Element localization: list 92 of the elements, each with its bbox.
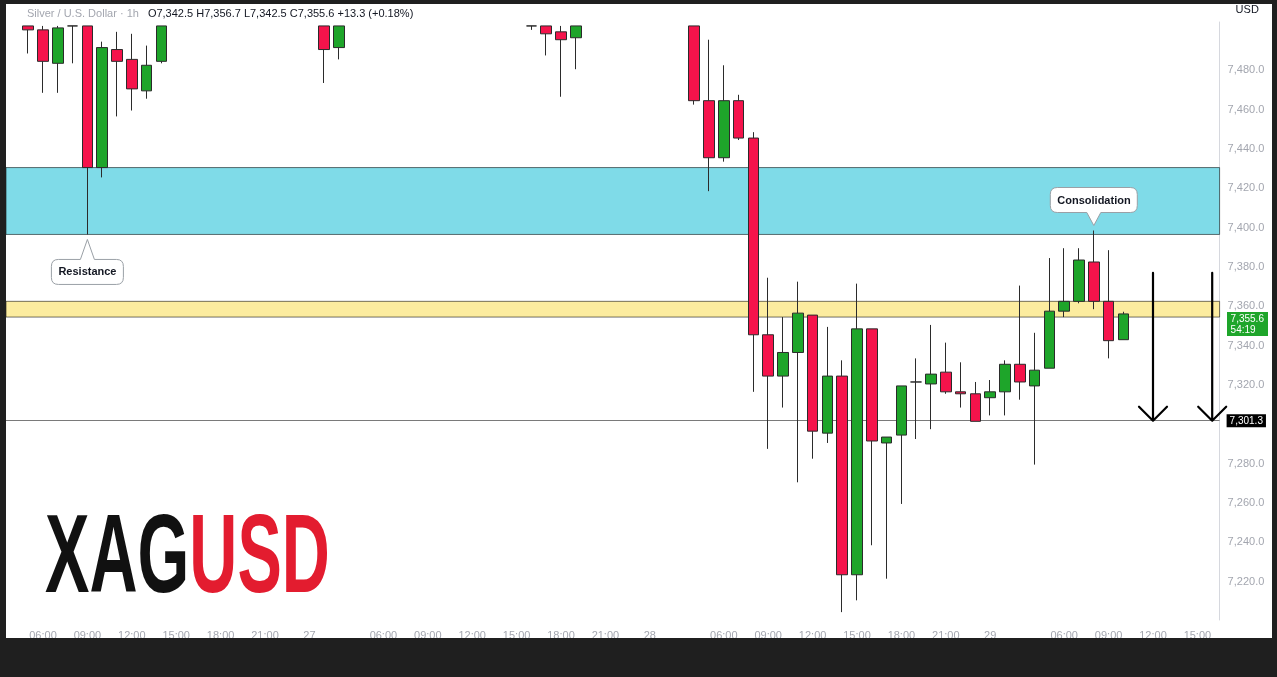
x-tick-label: 18:00 (547, 628, 575, 641)
x-tick-label: 29 (984, 628, 997, 641)
x-tick-label: 12:00 (118, 628, 146, 641)
candlestick (733, 94, 744, 141)
y-tick-label: 7,320.0 (1227, 377, 1265, 390)
candlestick (1088, 230, 1100, 310)
candlestick (1044, 257, 1055, 369)
candlestick (777, 316, 789, 409)
candlestick (82, 25, 93, 235)
candlestick (792, 281, 804, 483)
y-tick-label: 7,400.0 (1227, 220, 1265, 233)
x-tick-label: 06:00 (29, 628, 57, 641)
candlestick (970, 381, 981, 422)
candlestick (940, 342, 952, 395)
y-tick-label: 7,260.0 (1227, 495, 1265, 508)
x-tick-label: 06:00 (1050, 628, 1078, 641)
y-tick-label: 7,280.0 (1227, 456, 1265, 469)
y-tick-label: 7,220.0 (1227, 574, 1265, 587)
x-tick-label: 27 (303, 628, 316, 641)
candlestick (866, 328, 878, 546)
x-tick-label: 09:00 (1094, 628, 1123, 641)
y-tick-label: 7,480.0 (1227, 63, 1265, 76)
candlestick (555, 25, 567, 98)
candlestick (748, 131, 759, 393)
x-tick-label: 09:00 (73, 628, 102, 641)
text: O7,342.5 H7,356.7 L7,342.5 C7,355.6 +13.3 (+0.18%) (147, 7, 414, 20)
x-tick-label: 21:00 (251, 628, 279, 641)
candlestick (1014, 285, 1026, 401)
chart-subtitle: Silver / U.S. Dollar · 1h (27, 7, 139, 20)
candlestick (984, 379, 996, 416)
candlestick (1073, 247, 1085, 304)
text: XAGUSD (45, 492, 330, 616)
candlestick (718, 64, 730, 163)
candlestick (156, 25, 167, 64)
candlestick (22, 25, 34, 54)
candlestick (999, 359, 1011, 416)
candlestick (822, 326, 833, 444)
candlestick (807, 314, 818, 460)
x-tick-label: 18:00 (206, 628, 235, 641)
text: 7,355.6 54:19 (1226, 311, 1268, 336)
y-tick-label: 7,460.0 (1227, 102, 1265, 115)
y-tick-label: 7,420.0 (1227, 181, 1265, 194)
candlestick (896, 385, 907, 505)
candlestick (925, 324, 937, 430)
y-tick-label: 7,340.0 (1227, 338, 1265, 351)
candlestick (955, 361, 966, 409)
candlestick (881, 436, 892, 580)
y-tick-label: 7,240.0 (1227, 535, 1265, 548)
x-tick-label: 21:00 (932, 628, 960, 641)
candlestick (688, 25, 700, 106)
y-tick-label: 7,440.0 (1227, 141, 1265, 154)
candlestick (52, 25, 64, 94)
candlestick (851, 283, 863, 601)
candlestick (333, 25, 345, 60)
x-tick-label: 12:00 (1139, 628, 1167, 641)
x-tick-label: 12:00 (458, 628, 486, 641)
candlestick (526, 25, 537, 31)
candlestick (570, 25, 582, 70)
candlestick (1103, 249, 1114, 359)
candlestick (540, 25, 552, 56)
x-tick-label: 28 (643, 628, 656, 641)
candlestick (126, 33, 138, 112)
candlestick (37, 25, 49, 94)
x-tick-label: 09:00 (414, 628, 442, 641)
candlestick (111, 31, 123, 117)
x-tick-label: 12:00 (798, 628, 827, 641)
annotation: Consolidation (1057, 193, 1131, 207)
x-tick-label: 06:00 (710, 628, 738, 641)
x-tick-label: 15:00 (843, 628, 871, 641)
candlestick (703, 39, 715, 192)
y-tick-label: 7,380.0 (1227, 259, 1265, 272)
candlestick (67, 25, 78, 64)
candlestick (762, 277, 774, 450)
x-tick-label: 18:00 (887, 628, 916, 641)
candlestick (910, 357, 922, 440)
candlestick (96, 41, 108, 178)
x-tick-label: 15:00 (502, 628, 531, 641)
x-tick-label: 21:00 (591, 628, 620, 641)
candlestick (1029, 332, 1040, 466)
candlestick (836, 359, 848, 613)
x-tick-label: 15:00 (1183, 628, 1212, 641)
annotation: Resistance (58, 265, 117, 279)
ref-line-label: 7,301.3 (1229, 415, 1264, 427)
candlestick (318, 25, 330, 84)
candlestick (1058, 247, 1070, 318)
candlestick (141, 45, 152, 100)
candlestick (1118, 311, 1129, 341)
y-axis-title: USD (1235, 2, 1259, 15)
y-tick-label: 7,360.0 (1227, 299, 1265, 312)
x-tick-label: 09:00 (754, 628, 782, 641)
x-tick-label: 15:00 (162, 628, 190, 641)
x-tick-label: 06:00 (369, 628, 398, 641)
